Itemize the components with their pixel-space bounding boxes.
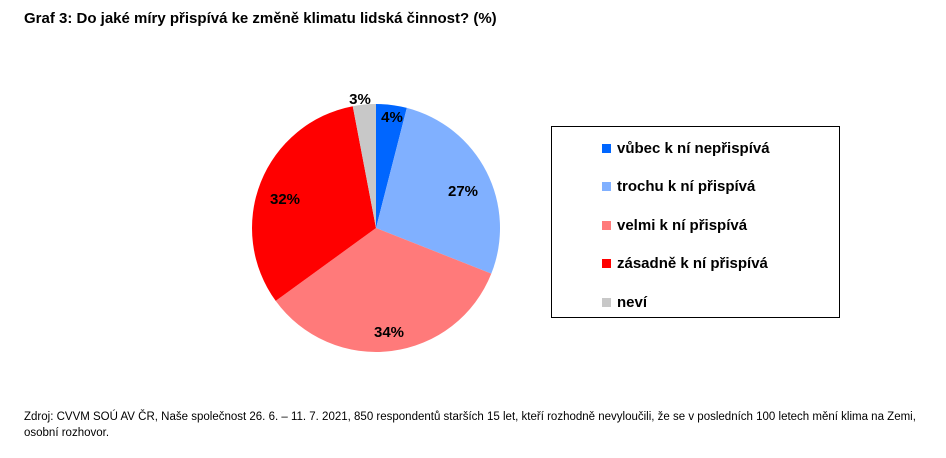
pie-slice-4 [251,106,376,301]
pie-slice-5 [352,104,376,228]
pie-slice-1 [376,104,407,228]
legend-label: neví [617,293,648,311]
source-note: Zdroj: CVVM SOÚ AV ČR, Naše společnost 2… [24,411,916,439]
slice-label-4: 32% [270,191,300,208]
legend-item-3: velmi k ní přispívá [602,215,747,235]
slice-label-3: 34% [374,324,404,341]
legend: vůbec k ní nepřispívá trochu k ní přispív… [551,126,840,318]
legend-label: velmi k ní přispívá [617,216,748,234]
legend-swatch [602,143,611,153]
slice-label-2: 27% [448,183,478,200]
pie-slice-3 [275,228,492,352]
legend-item-2: trochu k ní přispívá [602,177,755,197]
legend-label: vůbec k ní nepřispívá [617,139,770,157]
slice-label-1: 4% [381,109,403,126]
legend-swatch [602,182,611,191]
legend-label: trochu k ní přispívá [617,178,756,195]
legend-item-4: zásadně k ní přispívá [602,254,768,274]
chart-title: Graf 3: Do jaké míry přispívá ke změně k… [24,10,497,27]
legend-swatch [602,297,611,307]
legend-swatch [602,259,611,268]
legend-label: zásadně k ní přispívá [617,255,768,272]
legend-item-5: neví [602,292,647,312]
legend-item-1: vůbec k ní nepřispívá [602,138,770,158]
legend-swatch [602,220,611,230]
pie-slice-2 [376,107,500,274]
slice-label-5: 3% [349,91,371,108]
